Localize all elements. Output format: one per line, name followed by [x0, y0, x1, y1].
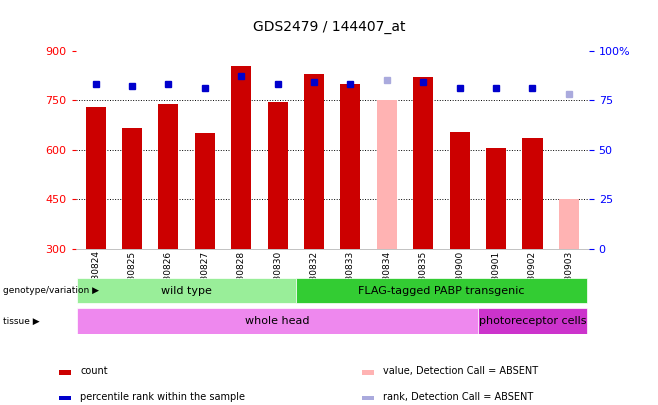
Bar	[559, 199, 579, 249]
Bar	[78, 278, 296, 303]
Bar	[86, 107, 106, 249]
Text: percentile rank within the sample: percentile rank within the sample	[80, 392, 245, 402]
Bar	[522, 138, 542, 249]
Bar	[377, 100, 397, 249]
Text: genotype/variation ▶: genotype/variation ▶	[3, 286, 99, 295]
Text: rank, Detection Call = ABSENT: rank, Detection Call = ABSENT	[383, 392, 533, 402]
Text: tissue ▶: tissue ▶	[3, 316, 40, 326]
Bar	[296, 278, 587, 303]
Bar	[340, 84, 361, 249]
Text: count: count	[80, 366, 108, 376]
Text: wild type: wild type	[161, 286, 212, 296]
Bar	[413, 77, 434, 249]
Bar	[268, 102, 288, 249]
Bar	[59, 396, 71, 400]
Bar	[59, 370, 71, 375]
Bar	[449, 132, 470, 249]
Text: whole head: whole head	[245, 316, 310, 326]
Bar	[122, 128, 142, 249]
Bar	[362, 396, 374, 400]
Text: FLAG-tagged PABP transgenic: FLAG-tagged PABP transgenic	[358, 286, 524, 296]
Bar	[478, 308, 587, 334]
Bar	[304, 74, 324, 249]
Text: GDS2479 / 144407_at: GDS2479 / 144407_at	[253, 20, 405, 34]
Text: photoreceptor cells: photoreceptor cells	[479, 316, 586, 326]
Bar	[231, 66, 251, 249]
Text: value, Detection Call = ABSENT: value, Detection Call = ABSENT	[383, 366, 538, 376]
Bar	[78, 308, 478, 334]
Bar	[195, 133, 215, 249]
Bar	[486, 148, 506, 249]
Bar	[159, 104, 178, 249]
Bar	[362, 370, 374, 375]
